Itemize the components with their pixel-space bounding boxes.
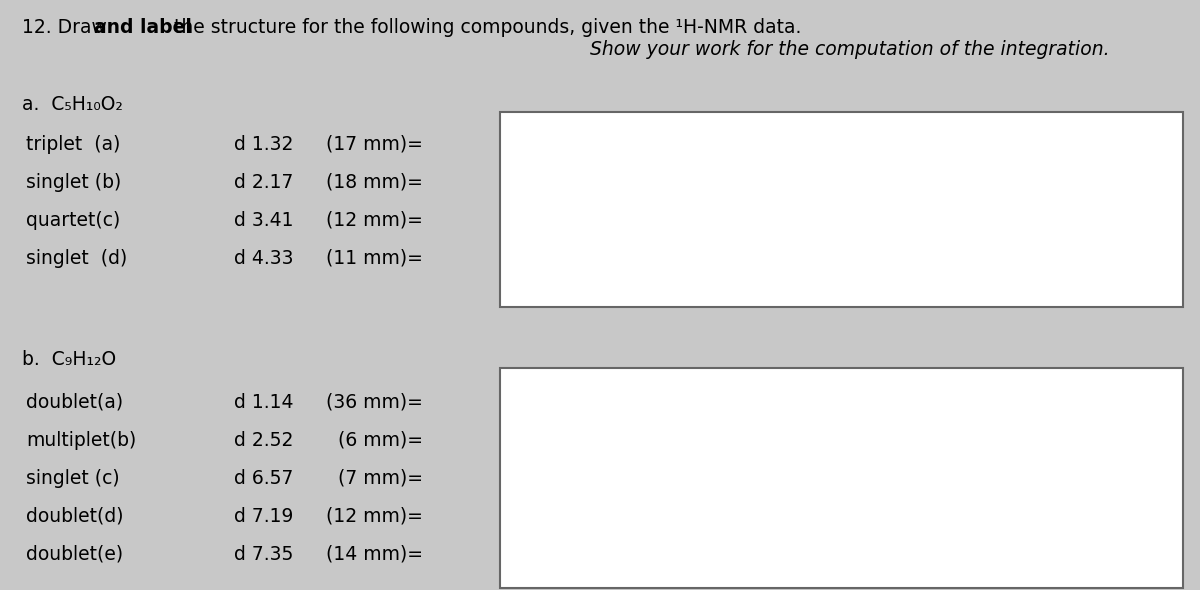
Text: 12. Draw: 12. Draw xyxy=(22,18,113,37)
Text: the structure for the following compounds, given the ¹H-NMR data.: the structure for the following compound… xyxy=(168,18,802,37)
Text: doublet(e): doublet(e) xyxy=(26,545,124,564)
Text: (6 mm)=: (6 mm)= xyxy=(326,431,424,450)
Text: d 2.52: d 2.52 xyxy=(234,431,293,450)
Text: (18 mm)=: (18 mm)= xyxy=(326,173,424,192)
Bar xyxy=(500,112,1183,307)
Text: d 3.41: d 3.41 xyxy=(234,211,294,230)
Text: b.  C₉H₁₂O: b. C₉H₁₂O xyxy=(22,350,116,369)
Text: d 1.32: d 1.32 xyxy=(234,135,293,154)
Text: d 4.33: d 4.33 xyxy=(234,249,294,268)
Text: singlet (c): singlet (c) xyxy=(26,469,120,488)
Text: doublet(a): doublet(a) xyxy=(26,393,124,412)
Text: (12 mm)=: (12 mm)= xyxy=(326,507,424,526)
Text: triplet  (a): triplet (a) xyxy=(26,135,121,154)
Text: Show your work for the computation of the integration.: Show your work for the computation of th… xyxy=(590,40,1110,59)
Text: a.  C₅H₁₀O₂: a. C₅H₁₀O₂ xyxy=(22,95,122,114)
Text: quartet(c): quartet(c) xyxy=(26,211,121,230)
Text: d 7.19: d 7.19 xyxy=(234,507,293,526)
Text: d 7.35: d 7.35 xyxy=(234,545,293,564)
Text: (7 mm)=: (7 mm)= xyxy=(326,469,424,488)
Text: doublet(d): doublet(d) xyxy=(26,507,124,526)
Text: (14 mm)=: (14 mm)= xyxy=(326,545,424,564)
Text: singlet  (d): singlet (d) xyxy=(26,249,127,268)
Text: (12 mm)=: (12 mm)= xyxy=(326,211,424,230)
Text: and label: and label xyxy=(94,18,192,37)
Text: d 1.14: d 1.14 xyxy=(234,393,294,412)
Text: singlet (b): singlet (b) xyxy=(26,173,121,192)
Bar xyxy=(500,368,1183,588)
Text: (36 mm)=: (36 mm)= xyxy=(326,393,424,412)
Text: multiplet(b): multiplet(b) xyxy=(26,431,137,450)
Text: (11 mm)=: (11 mm)= xyxy=(326,249,424,268)
Text: (17 mm)=: (17 mm)= xyxy=(326,135,424,154)
Text: d 2.17: d 2.17 xyxy=(234,173,293,192)
Text: d 6.57: d 6.57 xyxy=(234,469,293,488)
